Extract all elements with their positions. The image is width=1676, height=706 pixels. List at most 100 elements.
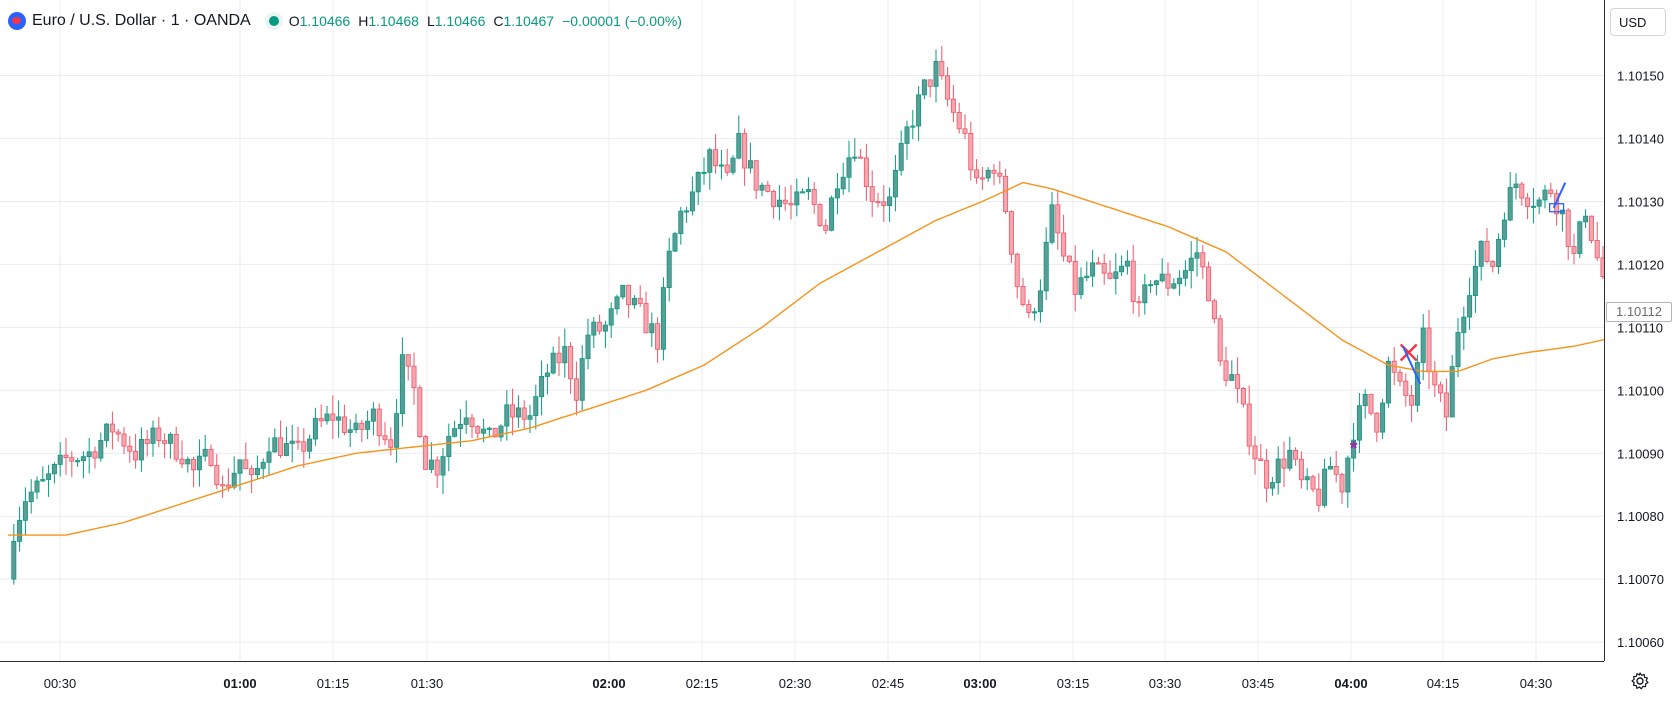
candle-up: [324, 413, 330, 422]
time-tick-label: 04:15: [1427, 676, 1460, 691]
time-tick-label: 01:15: [317, 676, 350, 691]
candle-up: [1455, 332, 1461, 367]
candle-down: [295, 440, 301, 443]
candle-down: [318, 417, 324, 422]
candle-up: [1530, 205, 1536, 208]
candle-down: [724, 164, 730, 173]
time-tick-label: 00:30: [44, 676, 77, 691]
candle-down: [869, 186, 875, 202]
candle-up: [887, 196, 893, 206]
candle-down: [1130, 260, 1136, 303]
candle-up: [834, 188, 840, 199]
candle-up: [138, 438, 144, 461]
time-tick-label: 02:15: [686, 676, 719, 691]
candle-up: [266, 451, 272, 463]
symbol-flag-icon[interactable]: [8, 12, 26, 30]
candle-up: [312, 417, 318, 440]
candle-down: [939, 60, 945, 77]
candle-down: [243, 459, 249, 470]
candle-down: [858, 156, 864, 159]
candle-down: [191, 458, 197, 471]
candle-up: [1084, 275, 1090, 279]
candle-up: [1536, 199, 1542, 207]
candle-up: [678, 210, 684, 235]
candle-down: [1548, 189, 1554, 195]
candle-up: [1467, 295, 1473, 318]
candle-up: [1356, 405, 1362, 441]
candle-up: [237, 459, 243, 474]
candle-up: [933, 60, 939, 87]
ohlc-open: O1.10466: [288, 13, 351, 29]
candle-up: [1583, 215, 1589, 223]
candle-up: [1327, 465, 1333, 470]
ohlc-high: H1.10468: [358, 13, 419, 29]
candle-up: [1322, 468, 1328, 506]
candle-up: [1182, 270, 1188, 279]
candle-up: [457, 423, 463, 429]
candle-down: [875, 201, 881, 204]
time-axis[interactable]: 00:30 01:00 01:15 01:30 02:00 02:15 02:30 02:45…: [0, 661, 1604, 701]
candle-down: [521, 407, 527, 420]
candle-up: [1153, 280, 1159, 285]
candle-up: [805, 189, 811, 193]
trend-line-annotation: [1401, 345, 1422, 385]
candle-up: [1420, 327, 1426, 363]
candle-down: [109, 423, 115, 433]
candle-up: [591, 321, 597, 336]
candle-down: [1368, 393, 1374, 414]
candle-down: [63, 454, 69, 459]
candle-down: [434, 459, 440, 476]
candle-down: [388, 439, 394, 448]
candle-down: [1490, 261, 1496, 268]
candle-down: [156, 427, 162, 442]
symbol-title[interactable]: Euro / U.S. Dollar · 1 · OANDA: [32, 12, 251, 29]
price-scale[interactable]: 1.10060 1.10070 1.10080 1.10090 1.10100 1.101…: [1604, 0, 1676, 661]
candle-up: [498, 425, 504, 438]
candle-up: [1113, 271, 1119, 279]
candle-up: [800, 191, 806, 194]
candle-down: [510, 404, 516, 418]
candle-up: [707, 149, 713, 173]
candle-up: [1090, 262, 1096, 277]
candle-up: [17, 519, 23, 542]
candle-down: [179, 458, 185, 465]
candle-up: [1542, 189, 1548, 201]
candle-down: [863, 157, 869, 188]
settings-gear-icon[interactable]: [1630, 671, 1650, 691]
candle-down: [782, 199, 788, 204]
price-tick-label: 1.10150: [1617, 69, 1664, 84]
candle-up: [759, 184, 765, 191]
candle-up: [185, 458, 191, 465]
candle-up: [1478, 240, 1484, 267]
price-scale-labels: 1.10060 1.10070 1.10080 1.10090 1.10100 1.101…: [1617, 69, 1664, 651]
candlestick-chart[interactable]: *: [0, 0, 1676, 661]
candle-up: [260, 461, 266, 469]
candle-up: [892, 169, 898, 198]
candles: [11, 46, 1676, 585]
candle-up: [672, 233, 678, 252]
chart-area[interactable]: *: [0, 0, 1676, 661]
candle-down: [144, 438, 150, 444]
candle-up: [515, 407, 521, 418]
candle-down: [359, 422, 365, 430]
candle-down: [208, 448, 214, 466]
candle-down: [1061, 232, 1067, 257]
currency-button[interactable]: USD: [1610, 8, 1666, 36]
trend-line-annotation: [1552, 182, 1567, 209]
candle-down: [330, 413, 336, 421]
candle-up: [1275, 458, 1281, 483]
candle-down: [376, 408, 382, 437]
candle-up: [1501, 219, 1507, 240]
candle-down: [1026, 304, 1032, 313]
candle-up: [196, 455, 202, 471]
candle-down: [1235, 374, 1241, 389]
time-axis-labels: 00:30 01:00 01:15 01:30 02:00 02:15 02:30 02:45…: [44, 676, 1553, 691]
market-status-icon[interactable]: [268, 16, 279, 26]
candle-up: [1414, 362, 1420, 406]
candle-up: [620, 284, 626, 298]
candle-down: [962, 128, 968, 134]
moving-average-line: [8, 181, 1676, 536]
candle-up: [1159, 273, 1165, 282]
candle-down: [1438, 384, 1444, 394]
candle-down: [220, 484, 226, 487]
